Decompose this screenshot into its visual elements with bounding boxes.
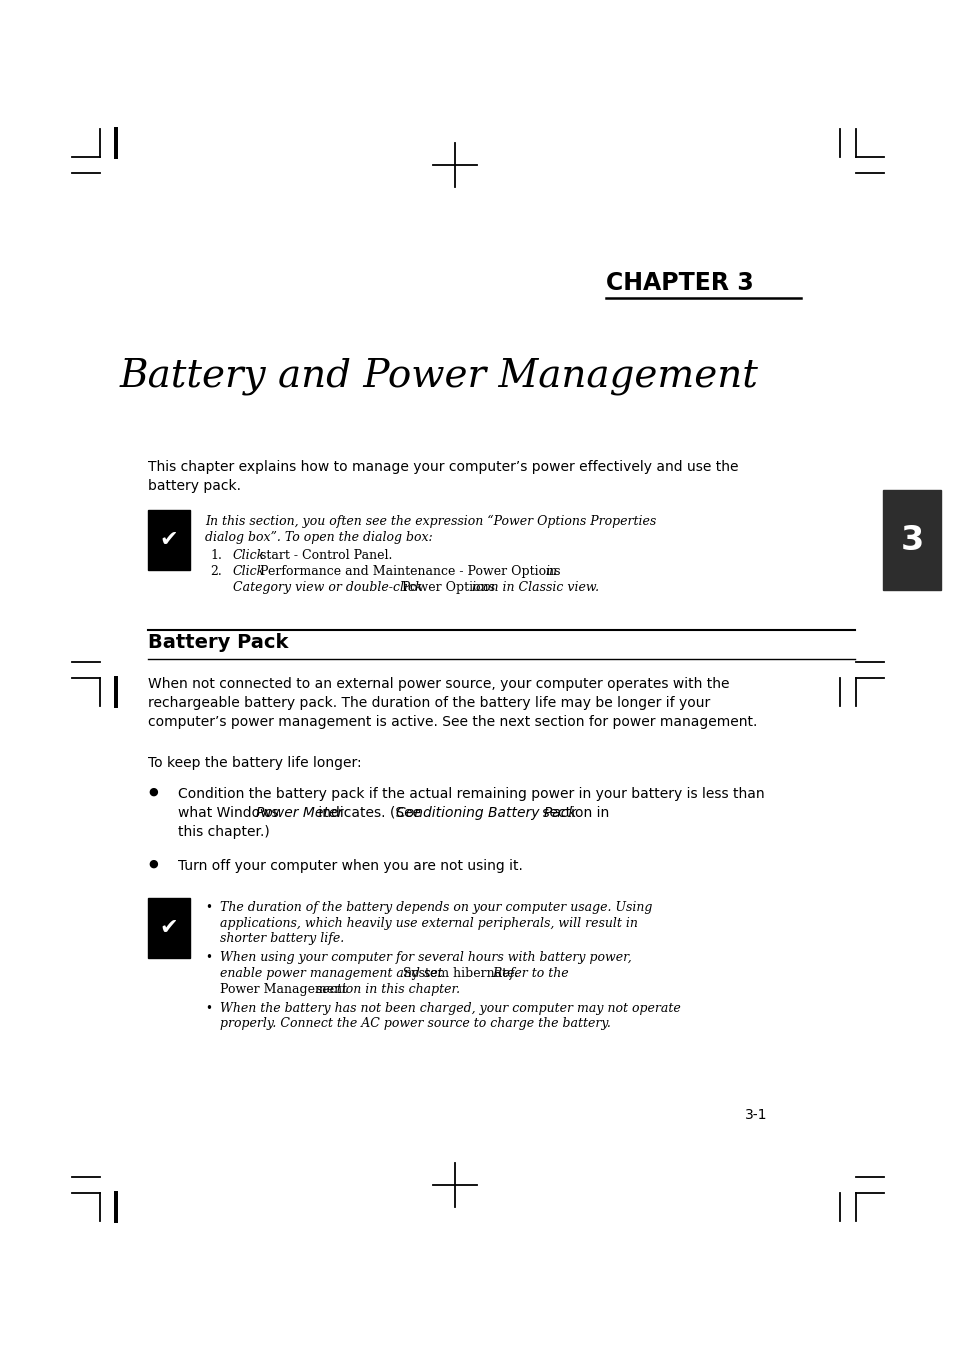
Text: Power Options: Power Options [397, 581, 498, 594]
Text: indicates. (See: indicates. (See [314, 807, 425, 820]
Text: computer’s power management is active. See the next section for power management: computer’s power management is active. S… [148, 715, 757, 730]
Text: section in: section in [537, 807, 609, 820]
Bar [148, 898, 190, 958]
Text: 1.: 1. [210, 549, 222, 562]
Text: Condition the battery pack if the actual remaining power in your battery is less: Condition the battery pack if the actual… [178, 788, 763, 801]
Text: •: • [205, 1002, 212, 1015]
Text: applications, which heavily use external peripherals, will result in: applications, which heavily use external… [220, 916, 638, 929]
Text: in: in [544, 565, 557, 578]
Text: ✔: ✔ [159, 530, 178, 550]
Text: rechargeable battery pack. The duration of the battery life may be longer if you: rechargeable battery pack. The duration … [148, 696, 709, 711]
Text: ●: ● [148, 788, 157, 797]
Text: battery pack.: battery pack. [148, 480, 241, 493]
Text: 2.: 2. [210, 565, 221, 578]
Text: When not connected to an external power source, your computer operates with the: When not connected to an external power … [148, 677, 729, 690]
Text: 3: 3 [900, 523, 923, 557]
Text: Click: Click [233, 549, 265, 562]
Text: shorter battery life.: shorter battery life. [220, 932, 344, 944]
Text: This chapter explains how to manage your computer’s power effectively and use th: This chapter explains how to manage your… [148, 459, 738, 474]
Text: •: • [205, 901, 212, 915]
Text: icon in Classic view.: icon in Classic view. [472, 581, 598, 594]
Text: When using your computer for several hours with battery power,: When using your computer for several hou… [220, 951, 631, 965]
Text: Refer to the: Refer to the [489, 967, 568, 979]
Text: Turn off your computer when you are not using it.: Turn off your computer when you are not … [178, 859, 522, 873]
Bar [148, 509, 190, 570]
Text: The duration of the battery depends on your computer usage. Using: The duration of the battery depends on y… [220, 901, 652, 915]
Text: ✔: ✔ [159, 917, 178, 938]
Text: Battery and Power Management: Battery and Power Management [120, 358, 758, 394]
Text: In this section, you often see the expression “Power Options Properties: In this section, you often see the expre… [205, 515, 656, 528]
Text: properly. Connect the AC power source to charge the battery.: properly. Connect the AC power source to… [220, 1017, 610, 1031]
Text: CHAPTER 3: CHAPTER 3 [605, 272, 753, 295]
Text: ●: ● [148, 859, 157, 869]
Text: When the battery has not been charged, your computer may not operate: When the battery has not been charged, y… [220, 1002, 680, 1015]
Text: enable power management and set: enable power management and set [220, 967, 446, 979]
Text: this chapter.): this chapter.) [178, 825, 270, 839]
Text: Category view or double-click: Category view or double-click [233, 581, 422, 594]
Text: Click: Click [233, 565, 265, 578]
Text: Power Meter: Power Meter [255, 807, 343, 820]
Text: Performance and Maintenance - Power Options: Performance and Maintenance - Power Opti… [260, 565, 564, 578]
Text: Power Management: Power Management [220, 982, 351, 996]
Text: dialog box”. To open the dialog box:: dialog box”. To open the dialog box: [205, 531, 433, 544]
Text: •: • [205, 951, 212, 965]
Text: To keep the battery life longer:: To keep the battery life longer: [148, 757, 361, 770]
Bar [882, 490, 940, 590]
Text: Conditioning Battery Pack: Conditioning Battery Pack [395, 807, 576, 820]
Text: System hibernate.: System hibernate. [402, 967, 517, 979]
Text: start - Control Panel.: start - Control Panel. [260, 549, 392, 562]
Text: Battery Pack: Battery Pack [148, 634, 288, 653]
Text: section in this chapter.: section in this chapter. [315, 982, 459, 996]
Text: what Windows: what Windows [178, 807, 283, 820]
Text: 3-1: 3-1 [744, 1108, 767, 1121]
